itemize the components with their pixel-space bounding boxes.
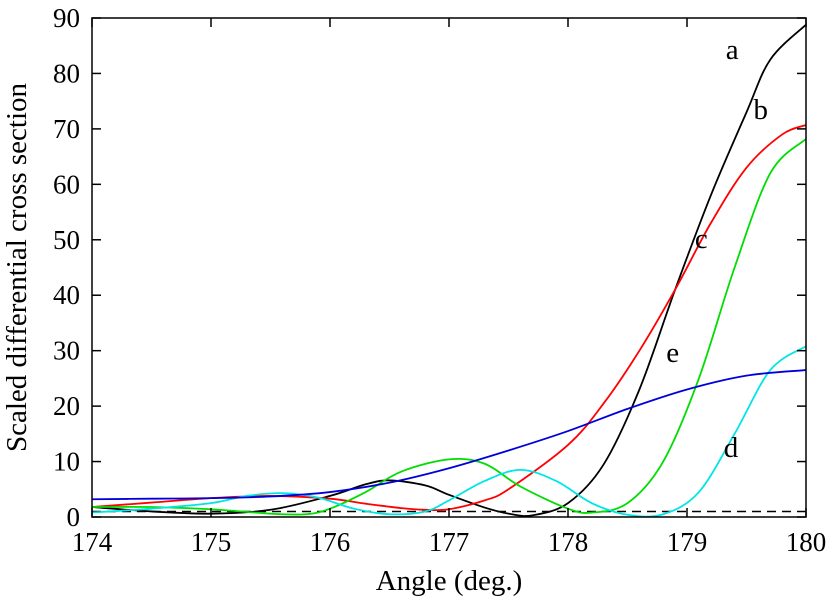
plot-frame <box>91 17 807 518</box>
y-tick-label: 40 <box>53 280 80 310</box>
y-tick-label: 10 <box>53 447 80 477</box>
x-tick-label: 178 <box>548 527 589 557</box>
x-tick-label: 174 <box>72 527 113 557</box>
y-tick-label: 70 <box>53 114 80 144</box>
x-tick-label: 177 <box>429 527 470 557</box>
curves <box>92 24 806 517</box>
y-tick-label: 20 <box>53 391 80 421</box>
x-tick-label: 179 <box>667 527 708 557</box>
x-tick-label: 176 <box>310 527 351 557</box>
y-tick-label: 80 <box>53 58 80 88</box>
x-axis-title: Angle (deg.) <box>376 565 523 597</box>
x-tick-label: 180 <box>786 527 827 557</box>
curve-label-d: d <box>724 432 739 464</box>
series-line-a <box>92 24 806 517</box>
series-line-c <box>92 138 806 516</box>
ticks: 174 175 176 177 178 179 180 0 10 20 30 40 50 60 70 80 90 <box>53 3 826 557</box>
y-tick-label: 0 <box>67 502 81 532</box>
x-tick-label: 175 <box>191 527 232 557</box>
y-axis-title: Scaled differential cross section <box>1 82 33 452</box>
series-line-d <box>92 345 806 517</box>
y-tick-label: 90 <box>53 3 80 33</box>
y-tick-label: 30 <box>53 336 80 366</box>
curve-label-e: e <box>666 337 679 369</box>
series-line-e <box>92 369 806 501</box>
y-tick-label: 60 <box>53 169 80 199</box>
curve-labels: ab c e d <box>666 34 768 464</box>
curve-label-a: a <box>726 34 739 66</box>
series-line-b <box>92 124 806 512</box>
curve-label-b: b <box>754 94 769 126</box>
curve-label-c: c <box>695 223 708 255</box>
y-tick-label: 50 <box>53 225 80 255</box>
